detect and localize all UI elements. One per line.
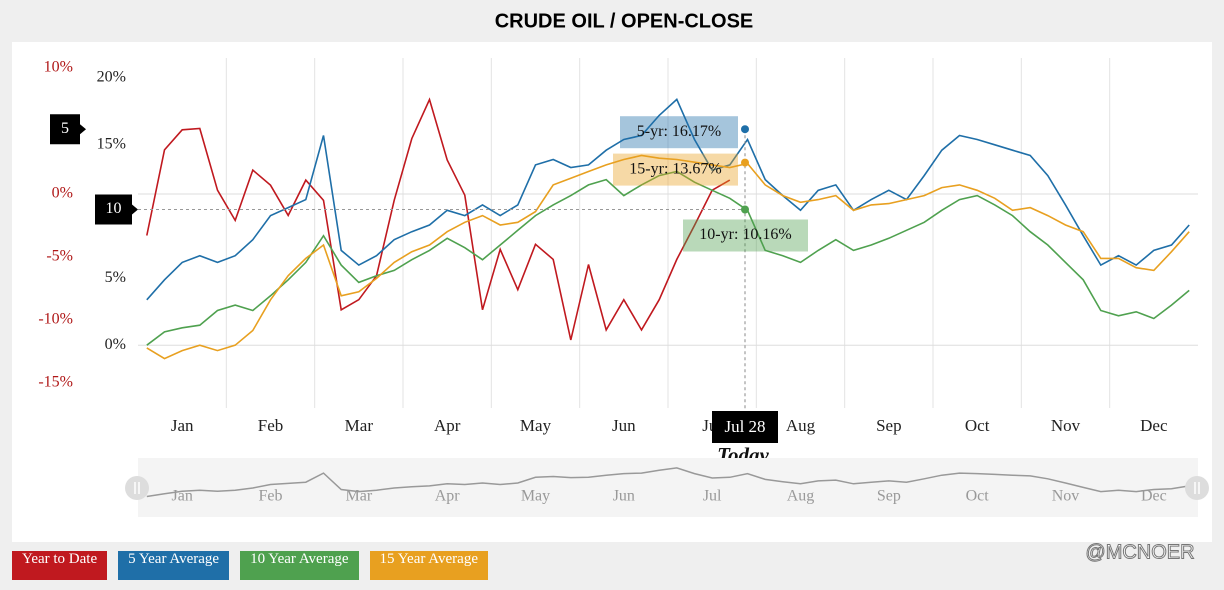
x-tick-label: Aug	[786, 416, 816, 435]
navigator-label: Aug	[787, 488, 815, 505]
flag-label: 5	[61, 120, 69, 137]
flag-label: 10	[106, 200, 122, 217]
tooltip-label: 10-yr: 10.16%	[699, 226, 791, 243]
y2-tick-label: -5%	[46, 248, 73, 265]
tooltip-label: 15-yr: 13.67%	[629, 160, 721, 177]
handle-grip	[134, 482, 140, 494]
y-tick-label: 0%	[105, 336, 126, 353]
legend: Year to Date 5 Year Average 10 Year Averag…	[12, 551, 488, 580]
y2-tick-label: -15%	[38, 373, 73, 390]
x-tick-label: May	[520, 416, 552, 435]
x-tick-label: Dec	[1140, 416, 1168, 435]
series-line	[146, 97, 731, 341]
flag-box	[50, 114, 86, 145]
legend-item[interactable]: 15 Year Average	[369, 551, 488, 580]
y-tick-label: 20%	[97, 69, 126, 86]
tooltip-point	[741, 125, 749, 134]
navigator-line	[146, 467, 1190, 498]
tooltip-box	[683, 219, 808, 252]
legend-item[interactable]: 10 Year Average	[240, 551, 359, 580]
y-tick-label: 5%	[105, 269, 126, 286]
navigator-label: Sep	[877, 488, 901, 505]
tooltip-label: 5-yr: 16.17%	[637, 123, 721, 140]
tooltip-point	[741, 205, 749, 214]
x-tick-label: Mar	[345, 416, 374, 435]
chart-title: CRUDE OIL / OPEN-CLOSE	[495, 10, 754, 32]
navigator-label: Feb	[259, 488, 283, 505]
today-date-box	[712, 411, 778, 443]
x-tick-label: Jun	[612, 416, 636, 435]
handle-grip	[1194, 482, 1200, 494]
x-tick-label: Sep	[876, 416, 902, 435]
y-tick-label: 15%	[97, 136, 126, 153]
flag-box	[95, 194, 138, 225]
navigator-label: Nov	[1052, 488, 1080, 505]
navigator-label: Oct	[966, 488, 990, 505]
legend-item[interactable]: 5 Year Average	[118, 551, 230, 580]
series-line	[146, 98, 1190, 301]
y2-tick-label: 0%	[52, 185, 73, 202]
tooltip-box	[613, 153, 738, 186]
navigator-label: Apr	[435, 488, 461, 505]
legend-item[interactable]: Year to Date	[12, 551, 108, 580]
x-tick-label: Jan	[171, 416, 194, 435]
x-tick-label: Apr	[434, 416, 461, 435]
x-tick-label: Feb	[258, 416, 284, 435]
tooltip-box	[620, 116, 738, 149]
navigator-label: May	[521, 488, 550, 505]
series-line	[146, 154, 1190, 360]
navigator	[138, 458, 1198, 517]
navigator-label: Jun	[613, 488, 635, 505]
watermark: @MCNOER	[1085, 541, 1194, 563]
y2-tick-label: -10%	[38, 311, 73, 328]
navigator-label: Jul	[703, 488, 722, 505]
series-line	[146, 170, 1190, 346]
x-tick-label: Oct	[965, 416, 990, 435]
y2-tick-label: 10%	[44, 59, 73, 76]
navigator-handle[interactable]	[1185, 476, 1209, 500]
tooltip-point	[741, 158, 749, 167]
navigator-handle[interactable]	[125, 476, 149, 500]
today-date: Jul 28	[724, 417, 765, 436]
x-tick-label: Nov	[1051, 416, 1081, 435]
navigator-label: Mar	[346, 488, 373, 505]
navigator-label: Dec	[1141, 488, 1167, 505]
